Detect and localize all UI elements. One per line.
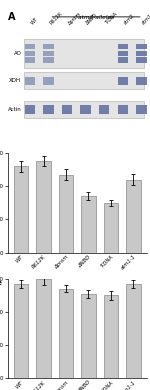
Text: ΔNBD: ΔNBD bbox=[86, 12, 99, 26]
FancyBboxPatch shape bbox=[25, 76, 35, 85]
Text: XDH: XDH bbox=[9, 78, 21, 83]
Text: R612K: R612K bbox=[48, 11, 63, 26]
FancyBboxPatch shape bbox=[99, 105, 110, 114]
Bar bbox=[104, 203, 118, 253]
FancyBboxPatch shape bbox=[80, 105, 91, 114]
FancyBboxPatch shape bbox=[43, 105, 54, 114]
FancyBboxPatch shape bbox=[25, 57, 35, 63]
FancyBboxPatch shape bbox=[25, 51, 35, 56]
FancyBboxPatch shape bbox=[43, 57, 54, 63]
X-axis label: atm3 alleles: atm3 alleles bbox=[60, 288, 94, 292]
Bar bbox=[36, 279, 51, 378]
FancyBboxPatch shape bbox=[118, 76, 128, 85]
Text: WT: WT bbox=[30, 16, 39, 26]
Text: Actin: Actin bbox=[8, 107, 21, 112]
FancyBboxPatch shape bbox=[43, 44, 54, 49]
FancyBboxPatch shape bbox=[24, 39, 144, 67]
Bar bbox=[59, 175, 73, 253]
Bar bbox=[81, 294, 96, 378]
Bar bbox=[14, 284, 28, 378]
Text: AO: AO bbox=[14, 51, 21, 56]
Text: atm3 alleles: atm3 alleles bbox=[78, 14, 114, 20]
FancyBboxPatch shape bbox=[136, 76, 147, 85]
FancyBboxPatch shape bbox=[24, 101, 144, 118]
Bar bbox=[36, 161, 51, 253]
Bar bbox=[14, 167, 28, 253]
Text: T-DNA: T-DNA bbox=[104, 11, 118, 26]
Bar bbox=[59, 289, 73, 378]
FancyBboxPatch shape bbox=[136, 51, 147, 56]
FancyBboxPatch shape bbox=[25, 105, 35, 114]
FancyBboxPatch shape bbox=[24, 72, 144, 89]
FancyBboxPatch shape bbox=[136, 105, 147, 114]
FancyBboxPatch shape bbox=[118, 44, 128, 49]
FancyBboxPatch shape bbox=[43, 76, 54, 85]
FancyBboxPatch shape bbox=[118, 51, 128, 56]
FancyBboxPatch shape bbox=[136, 44, 147, 49]
FancyBboxPatch shape bbox=[118, 57, 128, 63]
Bar bbox=[126, 284, 141, 378]
Text: Δprom: Δprom bbox=[67, 11, 82, 26]
FancyBboxPatch shape bbox=[25, 44, 35, 49]
Text: atm1-1: atm1-1 bbox=[141, 9, 150, 26]
Text: atm2: atm2 bbox=[123, 13, 136, 26]
Text: Catalase: Catalase bbox=[0, 280, 2, 286]
FancyBboxPatch shape bbox=[118, 105, 128, 114]
Text: A: A bbox=[8, 12, 15, 22]
Bar bbox=[126, 180, 141, 253]
FancyBboxPatch shape bbox=[43, 51, 54, 56]
FancyBboxPatch shape bbox=[62, 105, 72, 114]
Bar bbox=[81, 196, 96, 253]
Bar bbox=[104, 295, 118, 378]
FancyBboxPatch shape bbox=[136, 57, 147, 63]
